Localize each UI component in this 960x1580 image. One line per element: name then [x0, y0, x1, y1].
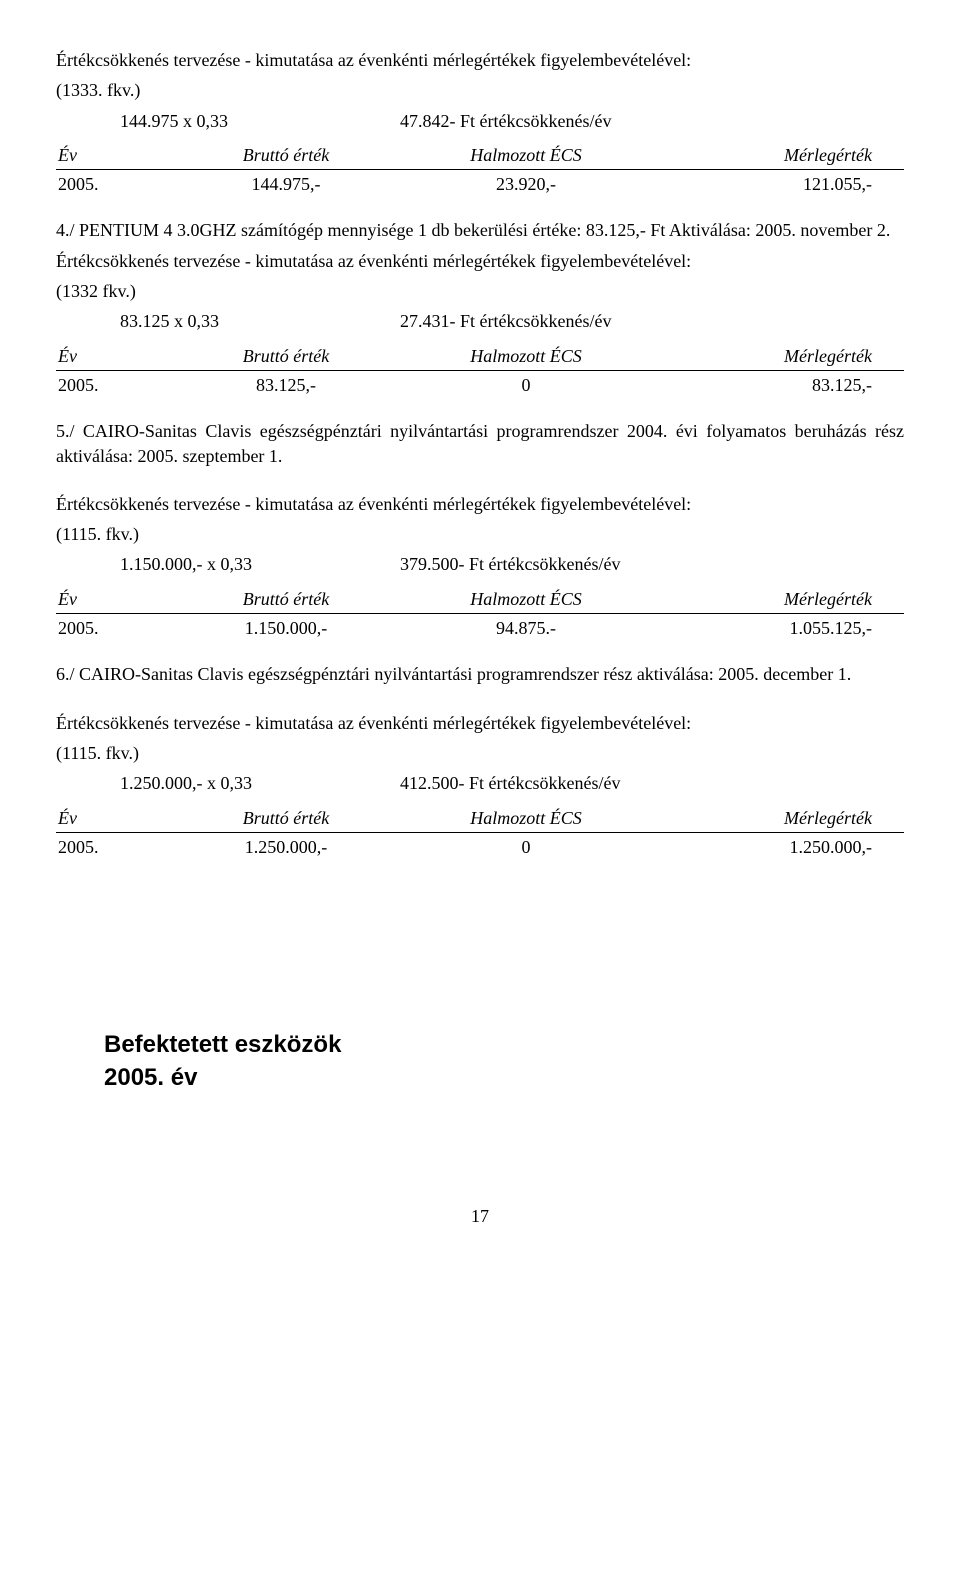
sec6-calc: 1.250.000,- x 0,33 412.500- Ft értékcsök…	[56, 771, 904, 795]
table-row: 83.125,-	[656, 371, 904, 397]
sec4-title: 4./ PENTIUM 4 3.0GHZ számítógép mennyisé…	[56, 218, 904, 242]
intro-depreciation-text: Értékcsökkenés tervezése - kimutatása az…	[56, 48, 904, 72]
sec5-depreciation-text: Értékcsökkenés tervezése - kimutatása az…	[56, 492, 904, 516]
footer-line2: 2005. év	[104, 1062, 904, 1094]
page-number: 17	[56, 1204, 904, 1228]
intro-calc-lhs: 144.975 x 0,33	[120, 109, 400, 133]
table-row: 0	[396, 833, 656, 859]
table-4: Év Bruttó érték Halmozott ÉCS Mérlegérté…	[56, 806, 904, 860]
footer-line1: Befektetett eszközök	[104, 1029, 904, 1061]
table-header-balance: Mérlegérték	[656, 143, 904, 170]
sec5-calc: 1.150.000,- x 0,33 379.500- Ft értékcsök…	[56, 552, 904, 576]
table-header-balance: Mérlegérték	[656, 806, 904, 833]
sec4-ref: (1332 fkv.)	[56, 279, 904, 303]
sec6-depreciation-text: Értékcsökkenés tervezése - kimutatása az…	[56, 711, 904, 735]
sec6-ref: (1115. fkv.)	[56, 741, 904, 765]
table-1: Év Bruttó érték Halmozott ÉCS Mérlegérté…	[56, 143, 904, 197]
table-header-gross: Bruttó érték	[176, 587, 396, 614]
table-row: 94.875.-	[396, 614, 656, 640]
intro-calc-rhs: 47.842- Ft értékcsökkenés/év	[400, 109, 611, 133]
sec6-title: 6./ CAIRO-Sanitas Clavis egészségpénztár…	[56, 662, 904, 686]
table-header-year: Év	[56, 143, 176, 170]
table-row: 144.975,-	[176, 170, 396, 196]
table-row: 1.150.000,-	[176, 614, 396, 640]
sec5-calc-lhs: 1.150.000,- x 0,33	[120, 552, 400, 576]
table-row: 0	[396, 371, 656, 397]
sec6-calc-lhs: 1.250.000,- x 0,33	[120, 771, 400, 795]
table-header-year: Év	[56, 344, 176, 371]
table-header-year: Év	[56, 587, 176, 614]
sec6-calc-rhs: 412.500- Ft értékcsökkenés/év	[400, 771, 620, 795]
sec4-depreciation-text: Értékcsökkenés tervezése - kimutatása az…	[56, 249, 904, 273]
table-header-acc: Halmozott ÉCS	[396, 806, 656, 833]
table-header-year: Év	[56, 806, 176, 833]
table-row: 2005.	[56, 170, 176, 196]
table-header-acc: Halmozott ÉCS	[396, 344, 656, 371]
table-header-gross: Bruttó érték	[176, 344, 396, 371]
table-header-balance: Mérlegérték	[656, 587, 904, 614]
footer-heading: Befektetett eszközök 2005. év	[56, 1029, 904, 1094]
table-3: Év Bruttó érték Halmozott ÉCS Mérlegérté…	[56, 587, 904, 641]
table-header-gross: Bruttó érték	[176, 143, 396, 170]
table-row: 1.250.000,-	[656, 833, 904, 859]
sec4-calc-lhs: 83.125 x 0,33	[120, 309, 400, 333]
table-header-acc: Halmozott ÉCS	[396, 143, 656, 170]
table-row: 23.920,-	[396, 170, 656, 196]
sec4-calc: 83.125 x 0,33 27.431- Ft értékcsökkenés/…	[56, 309, 904, 333]
intro-calc: 144.975 x 0,33 47.842- Ft értékcsökkenés…	[56, 109, 904, 133]
sec5-calc-rhs: 379.500- Ft értékcsökkenés/év	[400, 552, 620, 576]
table-row: 83.125,-	[176, 371, 396, 397]
table-row: 121.055,-	[656, 170, 904, 196]
sec5-ref: (1115. fkv.)	[56, 522, 904, 546]
table-row: 2005.	[56, 833, 176, 859]
table-row: 1.055.125,-	[656, 614, 904, 640]
table-header-balance: Mérlegérték	[656, 344, 904, 371]
table-row: 2005.	[56, 371, 176, 397]
table-row: 2005.	[56, 614, 176, 640]
table-2: Év Bruttó érték Halmozott ÉCS Mérlegérté…	[56, 344, 904, 398]
sec4-calc-rhs: 27.431- Ft értékcsökkenés/év	[400, 309, 611, 333]
table-header-gross: Bruttó érték	[176, 806, 396, 833]
table-row: 1.250.000,-	[176, 833, 396, 859]
intro-ref: (1333. fkv.)	[56, 78, 904, 102]
table-header-acc: Halmozott ÉCS	[396, 587, 656, 614]
sec5-title: 5./ CAIRO-Sanitas Clavis egészségpénztár…	[56, 419, 904, 468]
